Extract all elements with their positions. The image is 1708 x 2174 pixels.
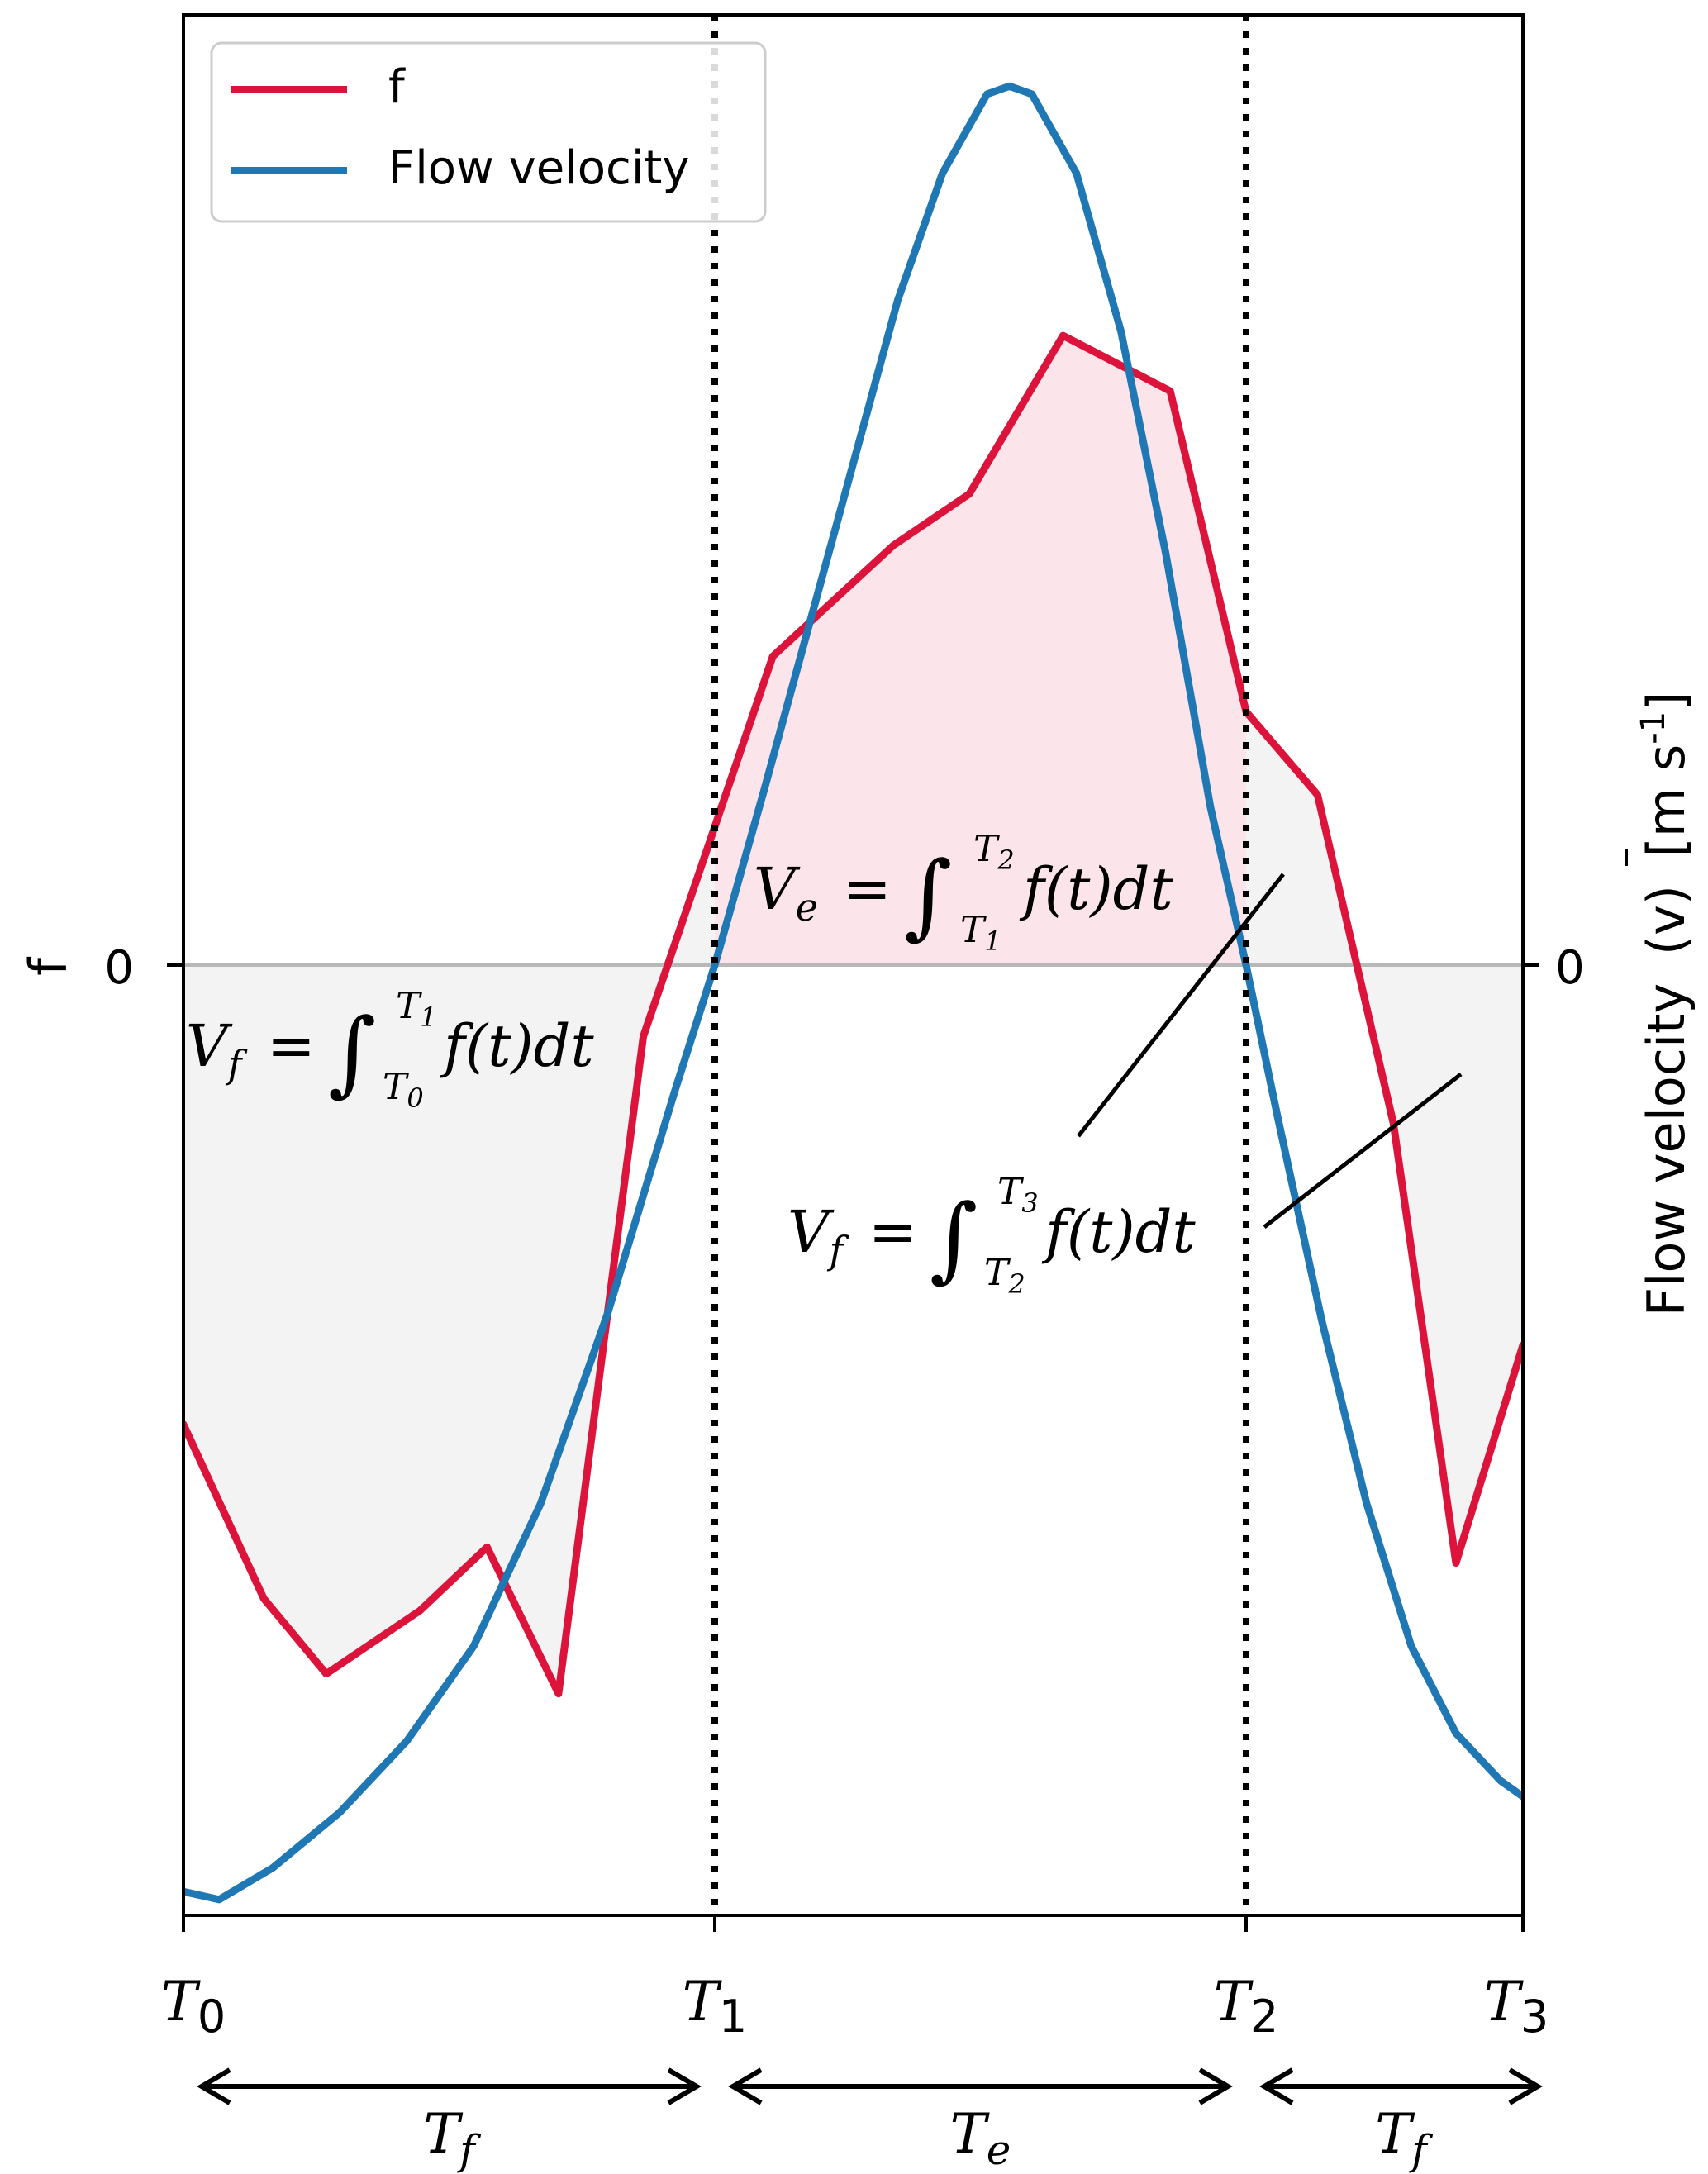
- interval-label-te-base: T: [950, 2102, 991, 2166]
- annotation-vf-right-lhs: Vf: [787, 1198, 849, 1273]
- y-axis-label-left: f: [18, 956, 79, 976]
- interval-arrow-head-right-0: [667, 2067, 702, 2105]
- legend-label-flow-velocity: Flow velocity: [388, 141, 690, 195]
- interval-label-tf-right-sub: f: [1408, 2126, 1433, 2174]
- series-line-f: [183, 331, 1523, 1698]
- x-tick-label-t3-base: T: [1484, 1970, 1525, 2034]
- interval-label-tf-right-base: T: [1375, 2102, 1415, 2166]
- y-tick-label-left-zero: 0: [104, 941, 134, 995]
- y-axis-label-right-symbol: (v): [1636, 885, 1696, 955]
- interval-label-tf-left-sub: f: [456, 2126, 481, 2174]
- annotation-vf-left: Vf = ∫ T1 T0 f(t)dt: [186, 985, 594, 1114]
- x-tick-labels: T0 T1 T2 T3: [161, 1970, 1549, 2043]
- interval-label-tf-left: Tf: [423, 2102, 481, 2174]
- annotation-vf-right-integral-sign: ∫: [930, 1185, 978, 1292]
- fill-eddy: [714, 335, 1246, 965]
- x-tick-label-t2: T2: [1214, 1970, 1278, 2043]
- y-axis-label-right-unit: [m s: [1636, 744, 1696, 858]
- interval-arrow-head-left-2: [1259, 2067, 1294, 2105]
- leader-line-lower: [1263, 1073, 1463, 1229]
- annotation-vf-right-lower: T2: [984, 1252, 1025, 1300]
- interval-labels: Tf Te Tf: [423, 2102, 1433, 2174]
- legend-label-f: f: [388, 60, 406, 114]
- fill-flow-left: [183, 826, 715, 1694]
- interval-label-tf-left-base: T: [423, 2102, 464, 2166]
- annotation-vf-right: Vf = ∫ T3 T2 f(t)dt: [787, 1171, 1196, 1300]
- interval-label-te: Te: [950, 2102, 1011, 2174]
- fill-flow-right: [1245, 711, 1523, 1563]
- annotation-ve-integrand: f(t)dt: [1019, 855, 1173, 923]
- interval-dividers: [711, 15, 1249, 1915]
- annotation-vf-left-integrand: f(t)dt: [440, 1012, 594, 1080]
- annotation-vf-left-upper: T1: [396, 985, 437, 1033]
- y-axis-label-right: Flow velocity (v) [m s-1]: [1634, 692, 1696, 1317]
- x-tick-label-t3-sub: 3: [1520, 1991, 1549, 2043]
- annotation-vf-right-upper: T3: [997, 1171, 1039, 1219]
- interval-label-te-sub: e: [987, 2126, 1011, 2174]
- annotation-vf-left-lower: T0: [383, 1066, 424, 1114]
- annotation-ve-upper: T2: [973, 828, 1015, 876]
- annotation-ve: Ve = ∫ T2 T1 f(t)dt: [754, 828, 1173, 957]
- legend: f Flow velocity: [210, 41, 767, 223]
- series-layer: [183, 82, 1523, 1904]
- annotation-ve-lower: T1: [960, 909, 1001, 957]
- legend-box: [210, 41, 767, 223]
- x-tick-label-t1-sub: 1: [719, 1991, 747, 2043]
- annotation-vf-left-integral-sign: ∫: [328, 999, 376, 1106]
- interval-arrow-head-right-2: [1508, 2067, 1543, 2105]
- area-fills: [183, 335, 1523, 1694]
- y-axis-label-right-exponent: -1: [1634, 711, 1672, 744]
- series-line-flow-velocity: [183, 82, 1523, 1904]
- axis-ticks: [167, 963, 1539, 1932]
- x-tick-label-t1: T1: [683, 1970, 747, 2043]
- y-axis-label-right-close: ]: [1636, 692, 1696, 711]
- annotation-vf-right-integrand: f(t)dt: [1041, 1198, 1196, 1266]
- interval-arrows: [197, 2067, 1543, 2105]
- annotation-vf-left-equals: =: [267, 1012, 316, 1080]
- x-tick-label-t3: T3: [1484, 1970, 1549, 2043]
- annotation-ve-equals: =: [843, 855, 892, 923]
- interval-arrow-head-left-1: [728, 2067, 763, 2105]
- interval-arrow-head-right-1: [1198, 2067, 1233, 2105]
- interval-label-tf-right: Tf: [1375, 2102, 1433, 2174]
- annotation-ve-integral-sign: ∫: [904, 842, 952, 949]
- y-tick-label-right-zero: 0: [1555, 941, 1585, 995]
- x-tick-label-t0-sub: 0: [197, 1991, 226, 2043]
- x-tick-label-t2-base: T: [1214, 1970, 1254, 2034]
- y-axis-label-right-text: Flow velocity: [1636, 983, 1696, 1317]
- leader-line-upper: [1077, 873, 1285, 1138]
- x-tick-label-t1-base: T: [683, 1970, 723, 2034]
- interval-arrow-head-left-0: [197, 2067, 231, 2105]
- annotation-vf-right-equals: =: [868, 1198, 917, 1266]
- x-tick-label-t0: T0: [161, 1970, 226, 2043]
- x-tick-label-t2-sub: 2: [1250, 1991, 1278, 2043]
- x-tick-label-t0-base: T: [161, 1970, 202, 2034]
- annotation-ve-lhs: Ve: [754, 855, 818, 930]
